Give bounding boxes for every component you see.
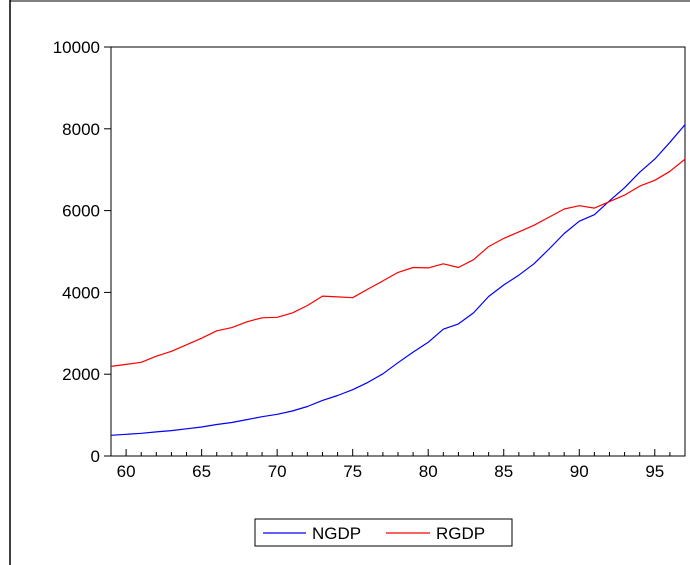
y-tick-label: 2000 <box>62 365 100 384</box>
x-tick-label: 95 <box>645 462 664 481</box>
series-layer <box>110 124 686 436</box>
legend-label-ngdp: NGDP <box>312 524 361 543</box>
x-tick-label: 85 <box>494 462 513 481</box>
x-tick-label: 65 <box>192 462 211 481</box>
legend-label-rgdp: RGDP <box>436 524 485 543</box>
x-tick-label: 80 <box>419 462 438 481</box>
y-tick-label: 0 <box>91 447 100 466</box>
legend: NGDP RGDP <box>254 518 513 547</box>
y-tick-label: 10000 <box>53 38 100 57</box>
x-tick-label: 75 <box>343 462 362 481</box>
x-axis: 60 65 70 75 80 85 90 95 <box>110 449 686 481</box>
series-line-rgdp <box>110 158 686 367</box>
x-tick-label: 90 <box>570 462 589 481</box>
y-axis: 0 2000 4000 6000 8000 10000 <box>53 38 111 466</box>
plot-area <box>110 46 686 457</box>
x-tick-label: 60 <box>117 462 136 481</box>
plot-frame <box>110 46 686 457</box>
series-line-ngdp <box>110 124 686 436</box>
y-tick-label: 4000 <box>62 283 100 302</box>
y-tick-label: 6000 <box>62 202 100 221</box>
y-tick-label: 8000 <box>62 120 100 139</box>
x-tick-label: 70 <box>268 462 287 481</box>
